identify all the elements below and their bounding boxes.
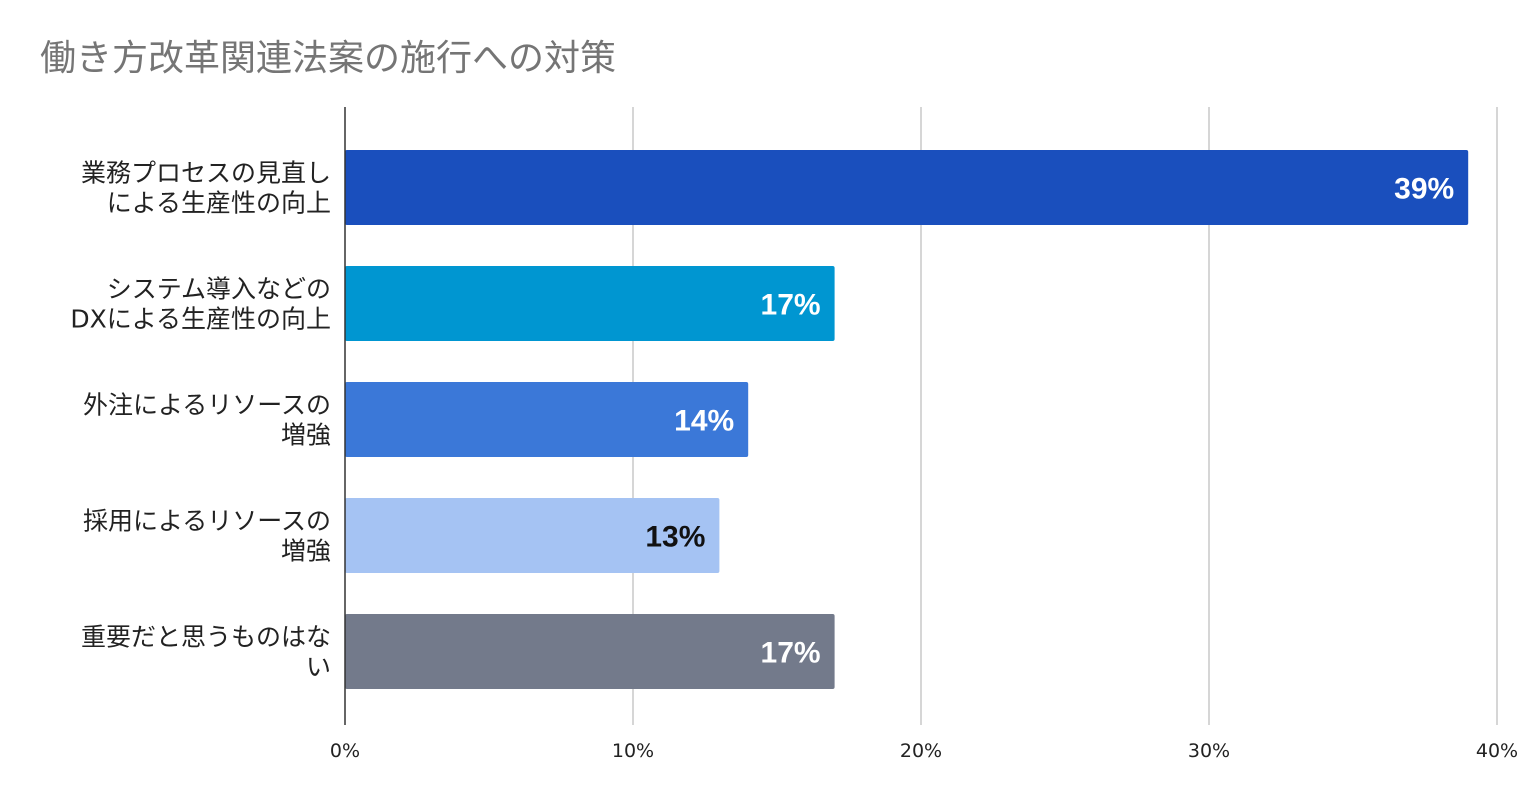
x-tick-label: 20% [900, 740, 942, 762]
category-label: システム導入などの [107, 275, 331, 304]
x-tick-label: 30% [1188, 740, 1230, 762]
data-label: 13% [645, 521, 705, 554]
category-label: い [306, 653, 331, 682]
data-label: 14% [674, 405, 734, 438]
category-label: 業務プロセスの見直し [81, 159, 331, 188]
category-label: 外注によるリソースの [83, 391, 331, 420]
bars: 39% 17% 14% 13% 17% [345, 150, 1469, 689]
category-label: 採用によるリソースの [83, 507, 331, 536]
category-label: 重要だと思うものはな [81, 623, 331, 652]
x-tick-label: 40% [1476, 740, 1518, 762]
data-label: 39% [1394, 173, 1454, 206]
category-label: DXによる生産性の向上 [70, 305, 331, 334]
chart-title: 働き方改革関連法案の施行への対策 [40, 38, 616, 79]
category-labels: 業務プロセスの見直しによる生産性の向上システム導入などのDXによる生産性の向上外… [70, 159, 331, 682]
category-label: による生産性の向上 [107, 189, 331, 218]
bar [345, 150, 1469, 225]
bar [345, 498, 720, 573]
bar [345, 382, 749, 457]
category-label: 増強 [281, 537, 331, 566]
data-label: 17% [761, 289, 821, 322]
x-tick-label: 10% [612, 740, 654, 762]
category-label: 増強 [281, 421, 331, 450]
data-label: 17% [761, 637, 821, 670]
bar [345, 266, 835, 341]
bar [345, 614, 835, 689]
x-tick-label: 0% [330, 740, 360, 762]
x-tick-labels: 0% 10% 20% 30% 40% [330, 740, 1518, 762]
